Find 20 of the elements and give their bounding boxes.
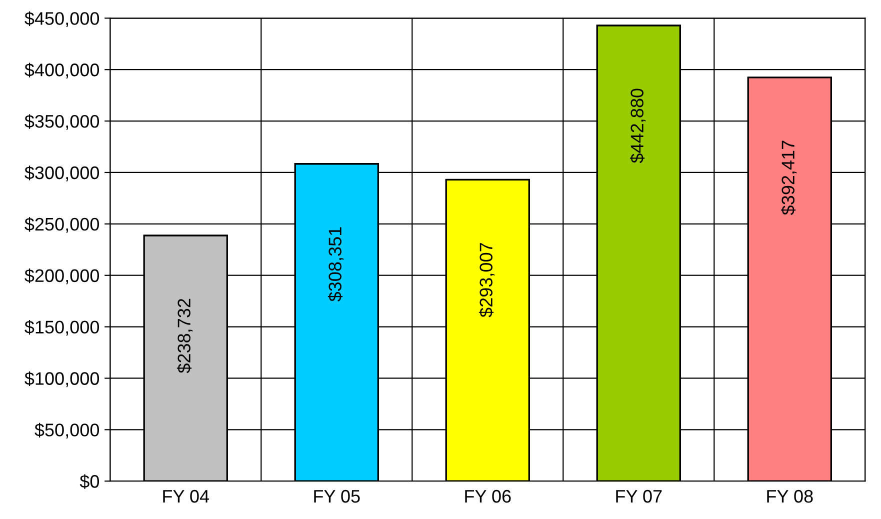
- y-tick-label: $100,000: [24, 371, 100, 388]
- y-tick-label: $450,000: [24, 11, 100, 28]
- y-tick-label: $300,000: [24, 166, 100, 182]
- y-tick-label: $150,000: [24, 320, 100, 336]
- x-tick-label: FY 04: [163, 490, 210, 503]
- data-label: $442,880: [630, 88, 646, 164]
- y-tick-label: $250,000: [24, 217, 100, 233]
- y-tick-label: $350,000: [24, 114, 100, 130]
- y-tick-label: $200,000: [24, 268, 100, 284]
- data-label: $293,007: [478, 243, 495, 318]
- y-tick-label: $0: [80, 474, 100, 489]
- y-tick-label: $50,000: [34, 422, 100, 439]
- x-tick-label: FY 08: [767, 490, 813, 503]
- x-tick-label: FY 06: [465, 490, 511, 503]
- x-tick-label: FY 07: [616, 490, 662, 503]
- x-tick-label: FY 05: [314, 490, 360, 503]
- data-label: $238,732: [176, 298, 193, 374]
- y-tick-label: $400,000: [24, 62, 100, 78]
- data-label: $392,417: [780, 140, 797, 216]
- data-label: $308,351: [328, 227, 344, 302]
